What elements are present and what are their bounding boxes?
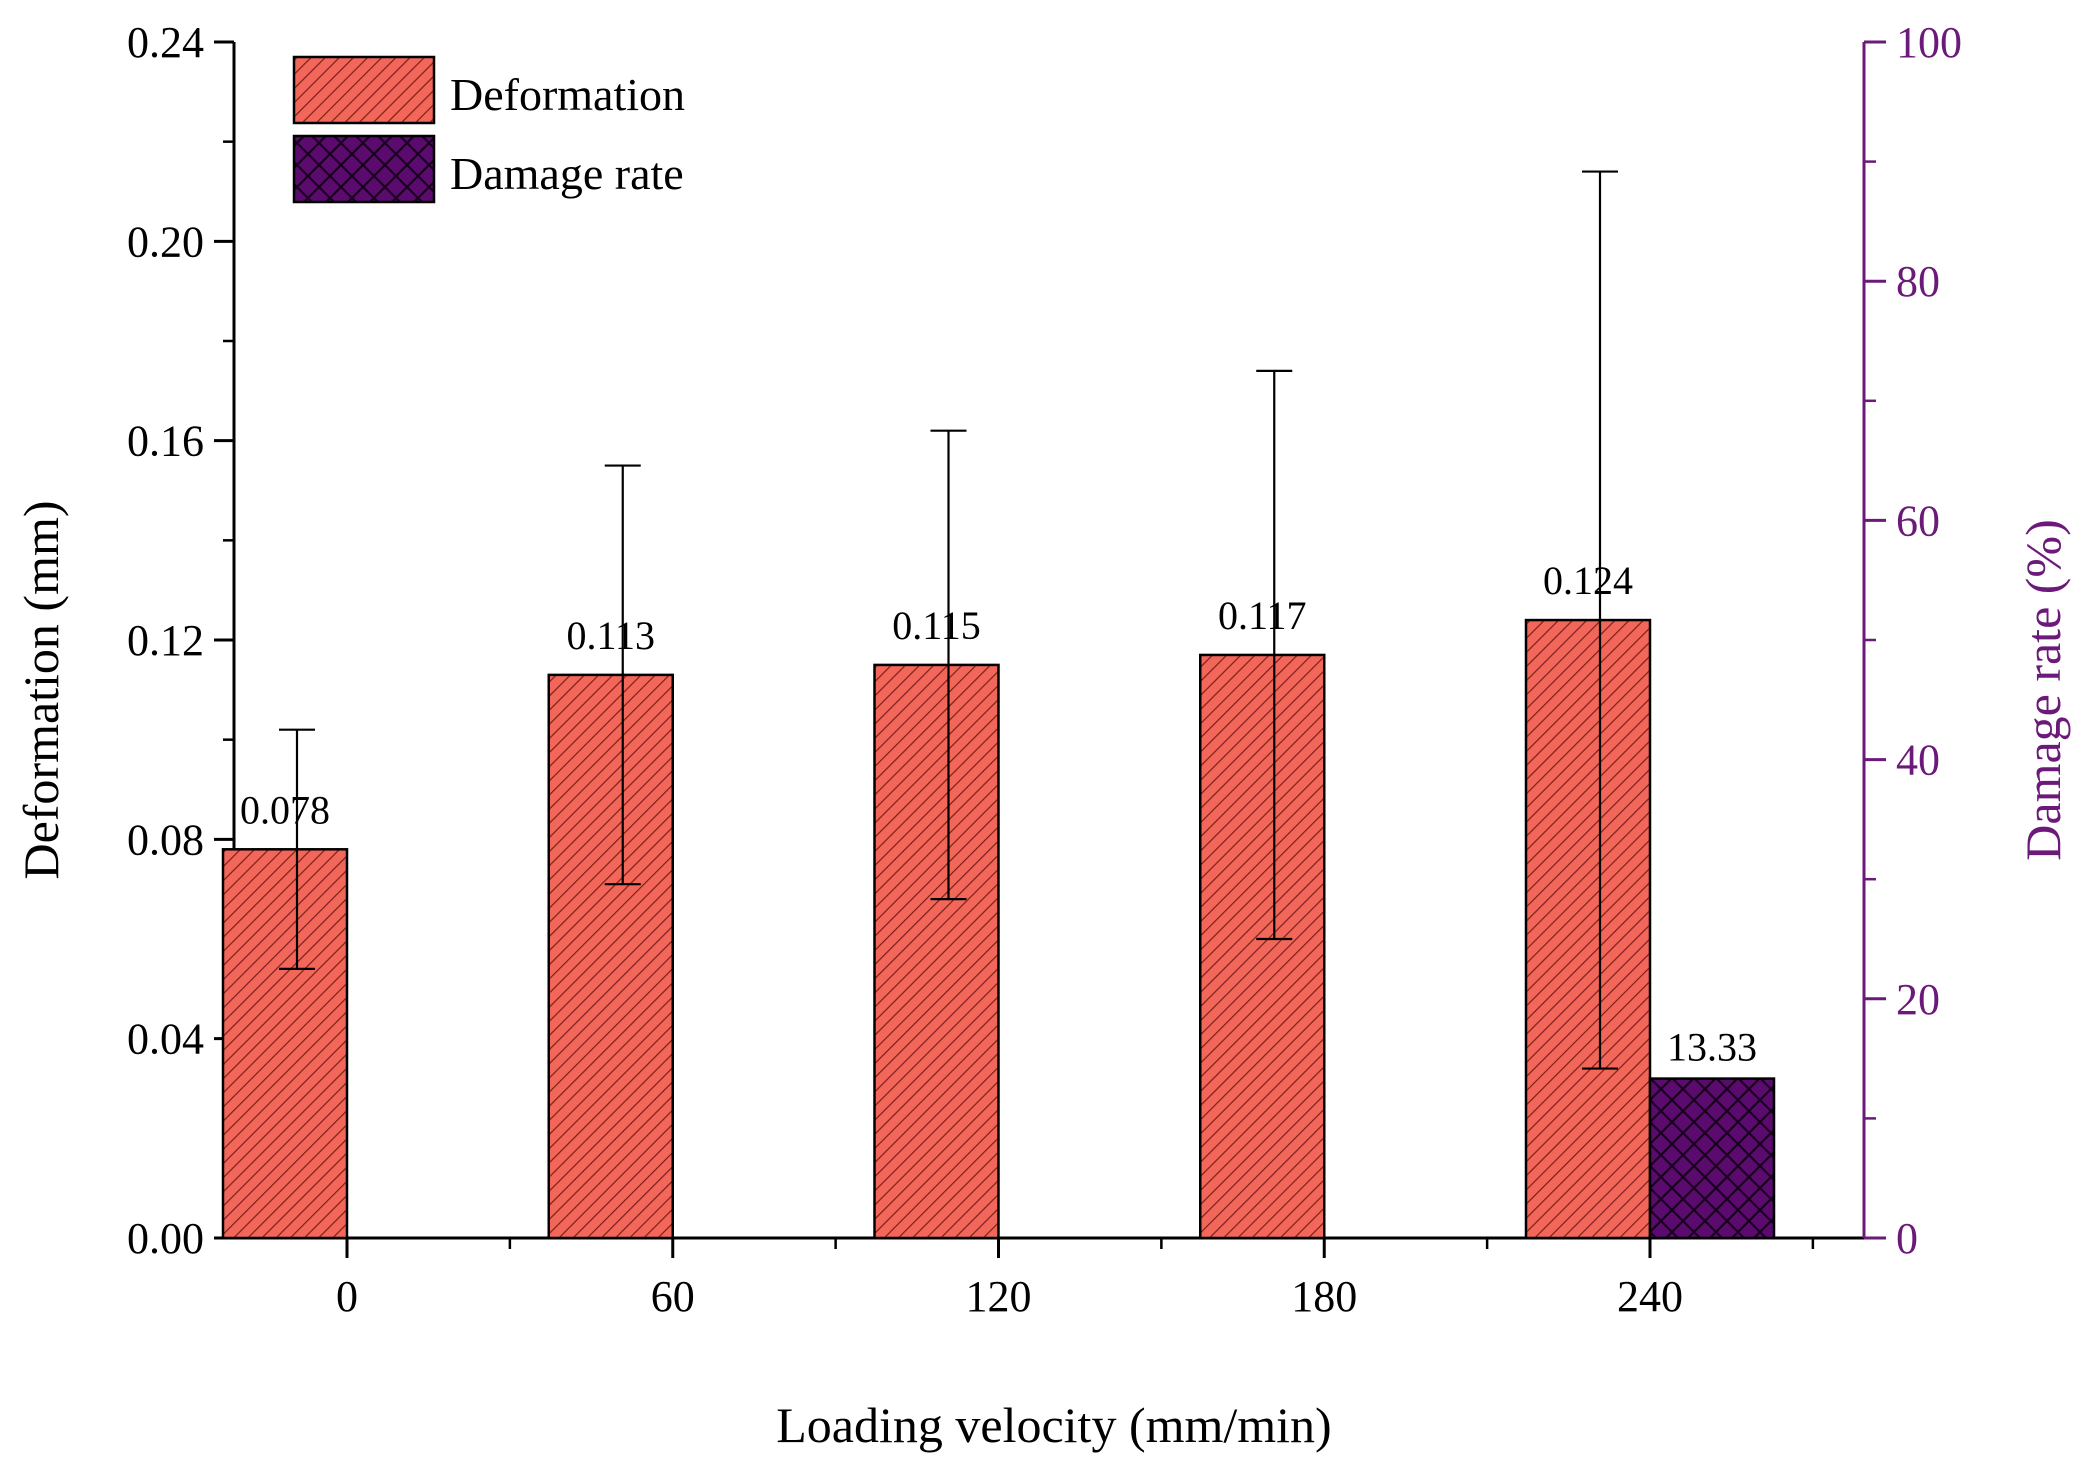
bars-layer xyxy=(221,170,1776,1240)
deformation-data-label: 0.124 xyxy=(1543,558,1633,603)
deformation-data-label: 0.113 xyxy=(566,613,655,658)
deformation-data-label: 0.117 xyxy=(1218,593,1307,638)
y-tick-label: 0.04 xyxy=(127,1015,204,1064)
deformation-data-label: 0.115 xyxy=(892,603,981,648)
y2-tick-label: 40 xyxy=(1896,736,1940,785)
x-tick-label: 120 xyxy=(966,1272,1032,1321)
y2-tick-label: 80 xyxy=(1896,257,1940,306)
legend-label-deformation: Deformation xyxy=(450,69,685,120)
deformation-bar xyxy=(221,848,349,1240)
x-axis-title: Loading velocity (mm/min) xyxy=(776,1397,1331,1453)
legend-label-damage-rate: Damage rate xyxy=(450,148,684,199)
y-tick-label: 0.08 xyxy=(127,815,204,864)
y-tick-label: 0.00 xyxy=(127,1214,204,1263)
legend-swatch-damage-rate xyxy=(292,134,436,204)
deformation-bar xyxy=(873,663,1000,1240)
legend-swatch-deformation xyxy=(292,55,436,125)
deformation-data-label: 0.078 xyxy=(240,787,330,832)
damage-rate-data-label: 13.33 xyxy=(1667,1025,1757,1070)
y-axis-title: Deformation (mm) xyxy=(13,500,69,879)
y2-tick-label: 60 xyxy=(1896,496,1940,545)
x-tick-label: 60 xyxy=(651,1272,695,1321)
y2-tick-label: 0 xyxy=(1896,1214,1918,1263)
deformation-bar xyxy=(1199,653,1326,1240)
x-tick-label: 240 xyxy=(1617,1272,1683,1321)
x-tick-label: 180 xyxy=(1291,1272,1357,1321)
axes-layer: 0.00 0.04 0.08 0.12 0.16 0.20 0.24 0 20 40 60 80 100… xyxy=(127,18,1962,1321)
x-tick-label: 0 xyxy=(336,1272,358,1321)
y-tick-label: 0.24 xyxy=(127,18,204,67)
deformation-bar xyxy=(547,673,674,1240)
legend: Deformation Damage rate xyxy=(292,55,685,204)
y2-tick-label: 20 xyxy=(1896,975,1940,1024)
labels-layer: 0.078 0.113 0.115 0.117 0.124 13.33 xyxy=(240,558,1757,1070)
deformation-bar xyxy=(1524,618,1652,1240)
y2-axis-title: Damage rate (%) xyxy=(2015,519,2071,860)
damage-rate-bar xyxy=(1648,1077,1776,1240)
y-tick-label: 0.20 xyxy=(127,217,204,266)
y-tick-label: 0.12 xyxy=(127,616,204,665)
y-tick-label: 0.16 xyxy=(127,417,204,466)
y2-tick-label: 100 xyxy=(1896,18,1962,67)
